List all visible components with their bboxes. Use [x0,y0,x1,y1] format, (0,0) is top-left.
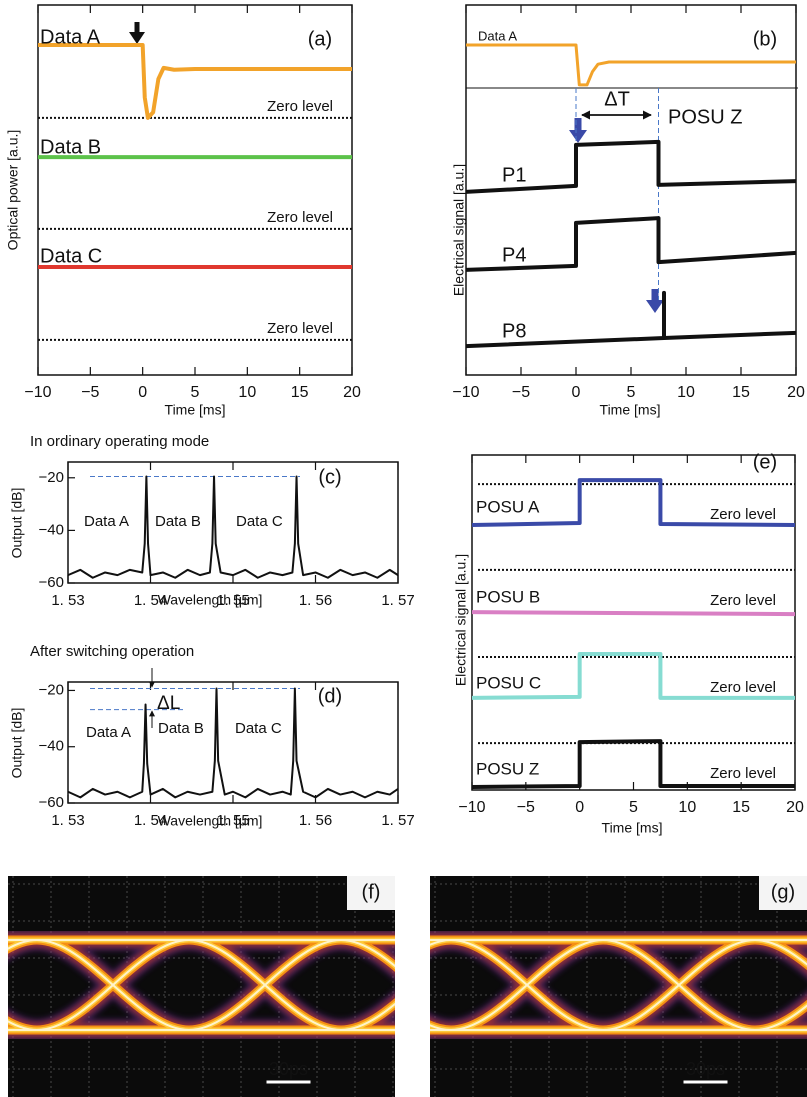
y-tick-label: −60 [39,574,64,591]
x-tick-label: 5 [191,384,200,401]
arrow-head [129,32,145,44]
panel-label: (g) [771,881,795,903]
figure: (a) Time [ms] Optical power [a.u.] −10 −5 0 5 1… [0,0,807,1097]
y-tick-label: −40 [39,738,64,755]
panel-label: (e) [753,451,777,473]
x-axis-label: Time [ms] [600,402,661,418]
x-tick-label: 0 [575,799,584,816]
zero-level-label: Zero level [267,98,333,115]
x-tick-label: −10 [458,799,485,816]
x-tick-label: 1. 54 [134,812,167,829]
x-tick-label: −10 [24,384,51,401]
y-tick-label: −60 [39,794,64,811]
series-label: POSU Z [476,759,539,778]
series-label: P1 [502,164,526,186]
y-axis-label: Electrical signal [a.u.] [453,554,469,686]
panel-label: (c) [318,466,341,488]
y-tick-label: −20 [39,681,64,698]
x-tick-label: 20 [787,384,805,401]
scale-label: 30ps [269,1059,308,1079]
series-label: Data B [40,136,101,158]
panel-label: (d) [318,685,342,707]
series-label: POSU A [476,497,540,516]
y-axis-label: Electrical signal [a.u.] [451,164,467,296]
x-tick-label: 10 [238,384,256,401]
series-label: P4 [502,244,526,266]
x-tick-label: 15 [291,384,309,401]
series-label: Data A [478,28,517,43]
x-tick-label: 1. 55 [216,592,249,609]
x-axis-label: Time [ms] [602,820,663,836]
peak-label: Data C [236,513,283,530]
x-tick-label: 1. 56 [299,812,332,829]
y-tick-label: −20 [39,469,64,486]
arrow-head [569,130,587,143]
panel-label: (a) [308,28,332,50]
x-tick-label: 5 [627,384,636,401]
zero-level-label: Zero level [710,765,776,782]
arrow-head [646,300,664,313]
y-tick-label: −40 [39,521,64,538]
x-tick-label: 1. 57 [381,812,414,829]
x-tick-label: 1. 53 [51,812,84,829]
x-tick-label: 1. 55 [216,812,249,829]
x-tick-label: 20 [786,799,804,816]
series-label: Data C [40,245,102,267]
x-axis-label: Time [ms] [165,402,226,418]
series-label: POSU B [476,587,540,606]
x-tick-label: 1. 54 [134,592,167,609]
x-tick-label: 1. 56 [299,592,332,609]
x-tick-label: 15 [732,384,750,401]
peak-label: Data B [155,513,201,530]
x-tick-label: 10 [677,384,695,401]
x-tick-label: 1. 53 [51,592,84,609]
zero-level-label: Zero level [710,679,776,696]
peak-label: Data C [235,720,282,737]
series-label: P8 [502,320,526,342]
y-axis-label: Output [dB] [9,488,25,559]
x-tick-label: 0 [138,384,147,401]
delta-label: ΔL [157,693,180,714]
zero-level-label: Zero level [267,320,333,337]
peak-label: Data B [158,720,204,737]
series-label: POSU C [476,673,541,692]
panel-label: (f) [362,881,381,903]
x-tick-label: 1. 57 [381,592,414,609]
eye-diagram [0,876,493,1097]
zero-level-label: Zero level [710,506,776,523]
zero-level-label: Zero level [710,592,776,609]
eye-background [430,876,807,1097]
x-tick-label: 10 [678,799,696,816]
annotation: POSU Z [668,106,742,128]
scale-label: 30ps [686,1059,725,1079]
y-axis-label: Optical power [a.u.] [5,130,21,251]
x-tick-label: 0 [572,384,581,401]
x-tick-label: 20 [343,384,361,401]
x-tick-label: −10 [452,384,479,401]
x-tick-label: −5 [517,799,535,816]
delta-label: ΔT [604,88,630,110]
x-tick-label: 15 [732,799,750,816]
x-tick-label: 5 [629,799,638,816]
panel-title: After switching operation [30,643,194,660]
series-line [472,612,795,614]
y-axis-label: Output [dB] [9,708,25,779]
peak-label: Data A [84,513,129,530]
eye-background [8,876,395,1097]
series-line [68,688,398,797]
peak-label: Data A [86,724,131,741]
x-tick-label: −5 [512,384,530,401]
panel-title: In ordinary operating mode [30,433,209,450]
zero-level-label: Zero level [267,209,333,226]
series-line [466,45,796,85]
panel-label: (b) [753,28,777,50]
series-label: Data A [40,26,101,48]
x-tick-label: −5 [81,384,99,401]
plot-frame [68,682,398,803]
